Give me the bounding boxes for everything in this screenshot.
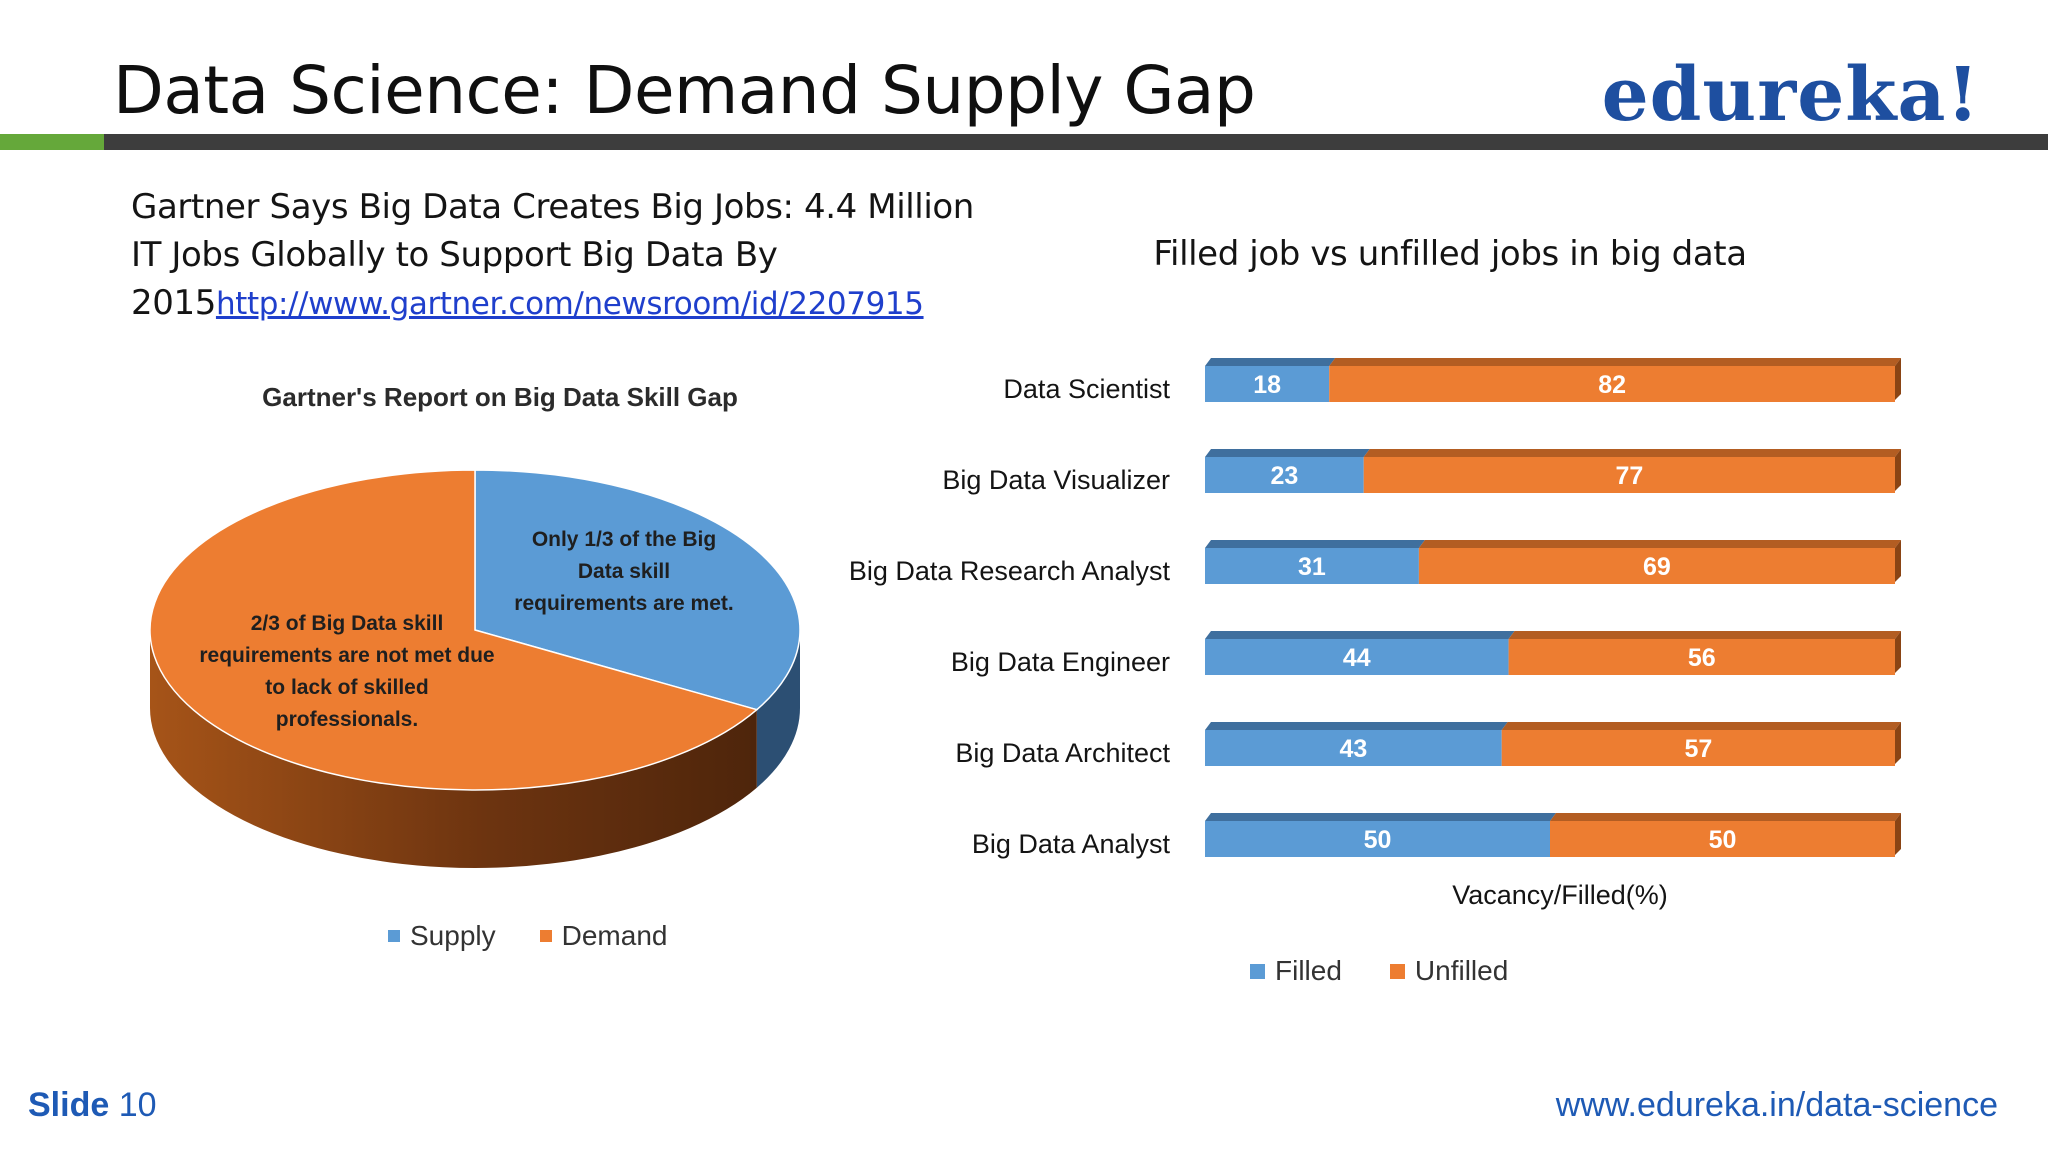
bar-side-face xyxy=(1895,631,1901,673)
pie-chart-title: Gartner's Report on Big Data Skill Gap xyxy=(262,382,738,412)
intro-text: Gartner Says Big Data Creates Big Jobs: … xyxy=(131,183,1011,328)
bar-side-face xyxy=(1895,722,1901,764)
slide-number-value: 10 xyxy=(118,1086,157,1124)
legend-filled-swatch xyxy=(1250,963,1265,979)
bar-unfilled xyxy=(1508,639,1895,675)
intro-statement: Gartner Says Big Data Creates Big Jobs: … xyxy=(131,187,974,323)
bar-chart-title: Filled job vs unfilled jobs in big data xyxy=(1153,234,1747,274)
bar-unfilled-value: 57 xyxy=(1684,735,1712,763)
legend-demand-swatch xyxy=(539,930,552,942)
legend-supply-swatch xyxy=(388,930,400,942)
pie-slice-supply-side xyxy=(756,630,800,788)
pie-annotation-supply: Only 1/3 of the Big Data skill requirement… xyxy=(514,528,733,615)
edureka-logo: edureka! xyxy=(1601,52,1980,138)
bar-category-label: Big Data Research Analyst xyxy=(849,556,1171,586)
pie-slice-demand-side xyxy=(150,630,757,868)
bar-filled-top xyxy=(1205,631,1515,639)
website-url: www.edureka.in/data-science xyxy=(1555,1086,1998,1124)
bar-side-face xyxy=(1895,813,1901,855)
bar-unfilled-top xyxy=(1418,540,1901,548)
bar-filled xyxy=(1205,366,1330,402)
bar-filled-top xyxy=(1205,358,1336,366)
bar-x-axis-label: Vacancy/Filled(%) xyxy=(1452,880,1668,910)
bar-unfilled xyxy=(1363,457,1895,493)
bar-unfilled-value: 82 xyxy=(1598,371,1626,399)
bar-unfilled-top xyxy=(1550,813,1901,821)
bar-unfilled-value: 50 xyxy=(1709,826,1737,854)
bar-side-face xyxy=(1895,358,1901,400)
gartner-link[interactable]: http://www.gartner.com/newsroom/id/22079… xyxy=(215,286,924,322)
slide-title: Data Science: Demand Supply Gap xyxy=(113,52,1256,129)
bar-filled xyxy=(1205,730,1502,766)
bar-filled xyxy=(1205,548,1419,584)
pie-chart: Only 1/3 of the Big Data skill requirement… xyxy=(149,469,801,868)
bar-unfilled xyxy=(1550,821,1895,857)
bar-unfilled xyxy=(1501,730,1895,766)
pie-slice-supply xyxy=(474,469,801,711)
bar-unfilled-top xyxy=(1363,449,1901,457)
bar-filled-top xyxy=(1205,540,1425,548)
bar-unfilled-value: 56 xyxy=(1688,644,1716,672)
pie-annotation-demand: 2/3 of Big Data skill requirements are no… xyxy=(199,612,494,731)
slide-label: Slide xyxy=(28,1086,110,1124)
bar-side-face xyxy=(1895,449,1901,491)
bar-filled-value: 44 xyxy=(1343,644,1371,672)
bar-unfilled-value: 69 xyxy=(1643,553,1671,581)
bar-filled xyxy=(1205,639,1509,675)
legend-supply-label: Supply xyxy=(410,920,496,951)
bar-unfilled-value: 77 xyxy=(1615,462,1643,490)
bar-filled-value: 23 xyxy=(1270,462,1298,490)
bar-filled-top xyxy=(1205,449,1370,457)
bar-filled-top xyxy=(1205,813,1556,821)
bar-category-label: Big Data Visualizer xyxy=(942,465,1170,495)
bar-category-label: Big Data Engineer xyxy=(951,647,1170,677)
bar-category-label: Big Data Architect xyxy=(955,738,1170,768)
bar-filled-value: 18 xyxy=(1253,371,1281,399)
legend-unfilled-swatch xyxy=(1389,963,1405,979)
bar-filled xyxy=(1205,457,1364,493)
bar-category-label: Data Scientist xyxy=(1003,374,1170,404)
bar-filled-value: 31 xyxy=(1298,553,1326,581)
bar-chart: Data Scientist 18 82 Big Data Visualizer 23 7… xyxy=(849,358,1901,859)
pie-slice-demand xyxy=(149,469,759,791)
bar-unfilled xyxy=(1418,548,1895,584)
bar-filled-top xyxy=(1205,722,1508,730)
bar-filled xyxy=(1205,821,1550,857)
bar-legend: Filled Unfilled xyxy=(1250,955,1508,987)
slide-number: Slide 10 xyxy=(28,1086,157,1125)
legend-demand-label: Demand xyxy=(561,920,668,951)
bar-unfilled-top xyxy=(1329,358,1901,366)
accent-bar xyxy=(0,134,104,150)
bar-unfilled xyxy=(1329,366,1895,402)
bar-category-label: Big Data Analyst xyxy=(972,829,1171,859)
legend-unfilled-label: Unfilled xyxy=(1414,955,1509,986)
bar-unfilled-top xyxy=(1501,722,1901,730)
bar-unfilled-top xyxy=(1508,631,1901,639)
bar-side-face xyxy=(1895,540,1901,582)
header-divider xyxy=(104,134,2048,150)
bar-filled-value: 43 xyxy=(1339,735,1367,763)
legend-filled-label: Filled xyxy=(1275,955,1342,986)
bar-filled-value: 50 xyxy=(1364,826,1392,854)
pie-legend: Supply Demand xyxy=(388,920,667,952)
